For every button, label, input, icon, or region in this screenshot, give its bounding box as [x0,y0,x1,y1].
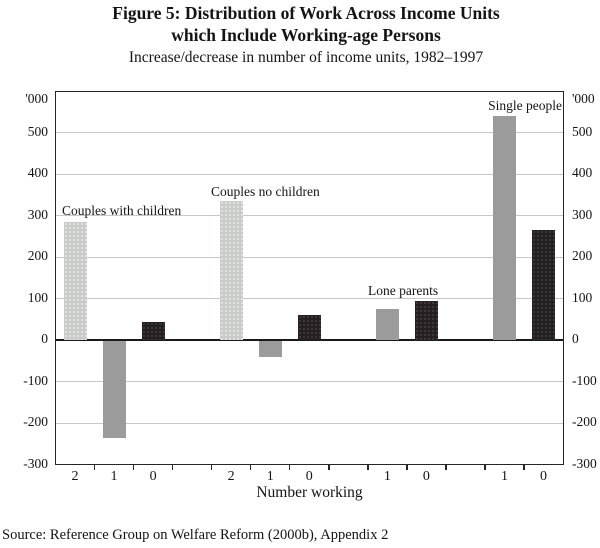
x-axis-tick [210,464,213,470]
zero-line [55,339,563,342]
gridline--200 [55,422,563,424]
bar [141,321,165,341]
gridline-500 [55,132,563,134]
y-axis-label-right-400: 400 [572,165,593,181]
x-axis-tick [132,464,135,470]
figure-title-line1: Figure 5: Distribution of Work Across In… [112,3,500,23]
x-axis-label: 0 [422,469,430,484]
y-axis-label-right--300: -300 [572,455,597,471]
y-axis-label-left--200: -200 [23,414,48,430]
gridline-100 [55,298,563,300]
x-axis-tick [249,464,252,470]
y-axis-label-right-000: '000 [572,90,595,106]
x-axis-label: 1 [110,469,118,484]
bar [531,230,555,341]
plot-area [55,91,564,465]
gridline-400 [55,173,563,175]
x-axis-label: 0 [539,469,547,484]
gridline--100 [55,381,563,383]
y-axis-label-right-0: 0 [572,331,579,347]
annotation-lone-parents: Lone parents [368,283,439,298]
y-axis-label-right--200: -200 [572,414,597,430]
x-axis-tick [484,464,486,470]
x-axis-tick [171,464,174,470]
y-axis-label-right-100: 100 [572,289,593,305]
x-axis-tick [328,464,330,470]
y-axis-label-left-0: 0 [41,331,48,347]
y-axis-label-left-300: 300 [27,206,48,222]
y-axis-label-left--300: -300 [23,455,48,471]
y-axis-label-right-500: 500 [572,123,593,139]
source-note: Source: Reference Group on Welfare Refor… [2,527,389,543]
bar [375,309,399,341]
x-axis-tick [288,464,291,470]
bar [219,201,243,341]
x-axis-label: 2 [71,469,79,484]
x-axis-tick [445,464,447,470]
x-axis-tick [93,464,96,470]
x-axis-label: 2 [227,469,235,484]
y-axis-label-left-000: '000 [25,90,48,106]
y-axis-label-left--100: -100 [23,372,48,388]
bar [492,116,516,341]
y-axis-label-right-300: 300 [572,206,593,222]
x-axis-tick [406,464,408,470]
x-axis-tick [367,464,369,470]
gridline-200 [55,256,563,258]
x-axis-label: 1 [500,469,508,484]
y-axis-label-right-200: 200 [572,248,593,264]
bar [297,315,321,341]
annotation-couples-with-children: Couples with children [62,203,182,218]
annotation-couples-no-children: Couples no children [211,184,320,199]
gridline-300 [55,215,563,217]
x-axis-label: 0 [149,469,157,484]
annotation-single-people: Single people [488,98,562,113]
figure-title-line2: which Include Working-age Persons [171,25,441,45]
x-axis-tick [523,464,525,470]
y-axis-label-left-500: 500 [27,123,48,139]
y-axis-label-left-100: 100 [27,289,48,305]
bar [258,341,282,357]
x-axis-title: Number working [256,484,363,501]
x-axis-label: 1 [383,469,391,484]
x-axis-label: 0 [305,469,313,484]
bar [102,341,126,438]
y-axis-label-left-400: 400 [27,165,48,181]
y-axis-label-left-200: 200 [27,248,48,264]
bar [63,222,87,341]
figure-subtitle: Increase/decrease in number of income un… [128,49,484,66]
figure-title-block: Figure 5: Distribution of Work Across In… [0,2,600,68]
x-axis-label: 1 [266,469,274,484]
y-axis-label-right--100: -100 [572,372,597,388]
bar [414,300,438,341]
